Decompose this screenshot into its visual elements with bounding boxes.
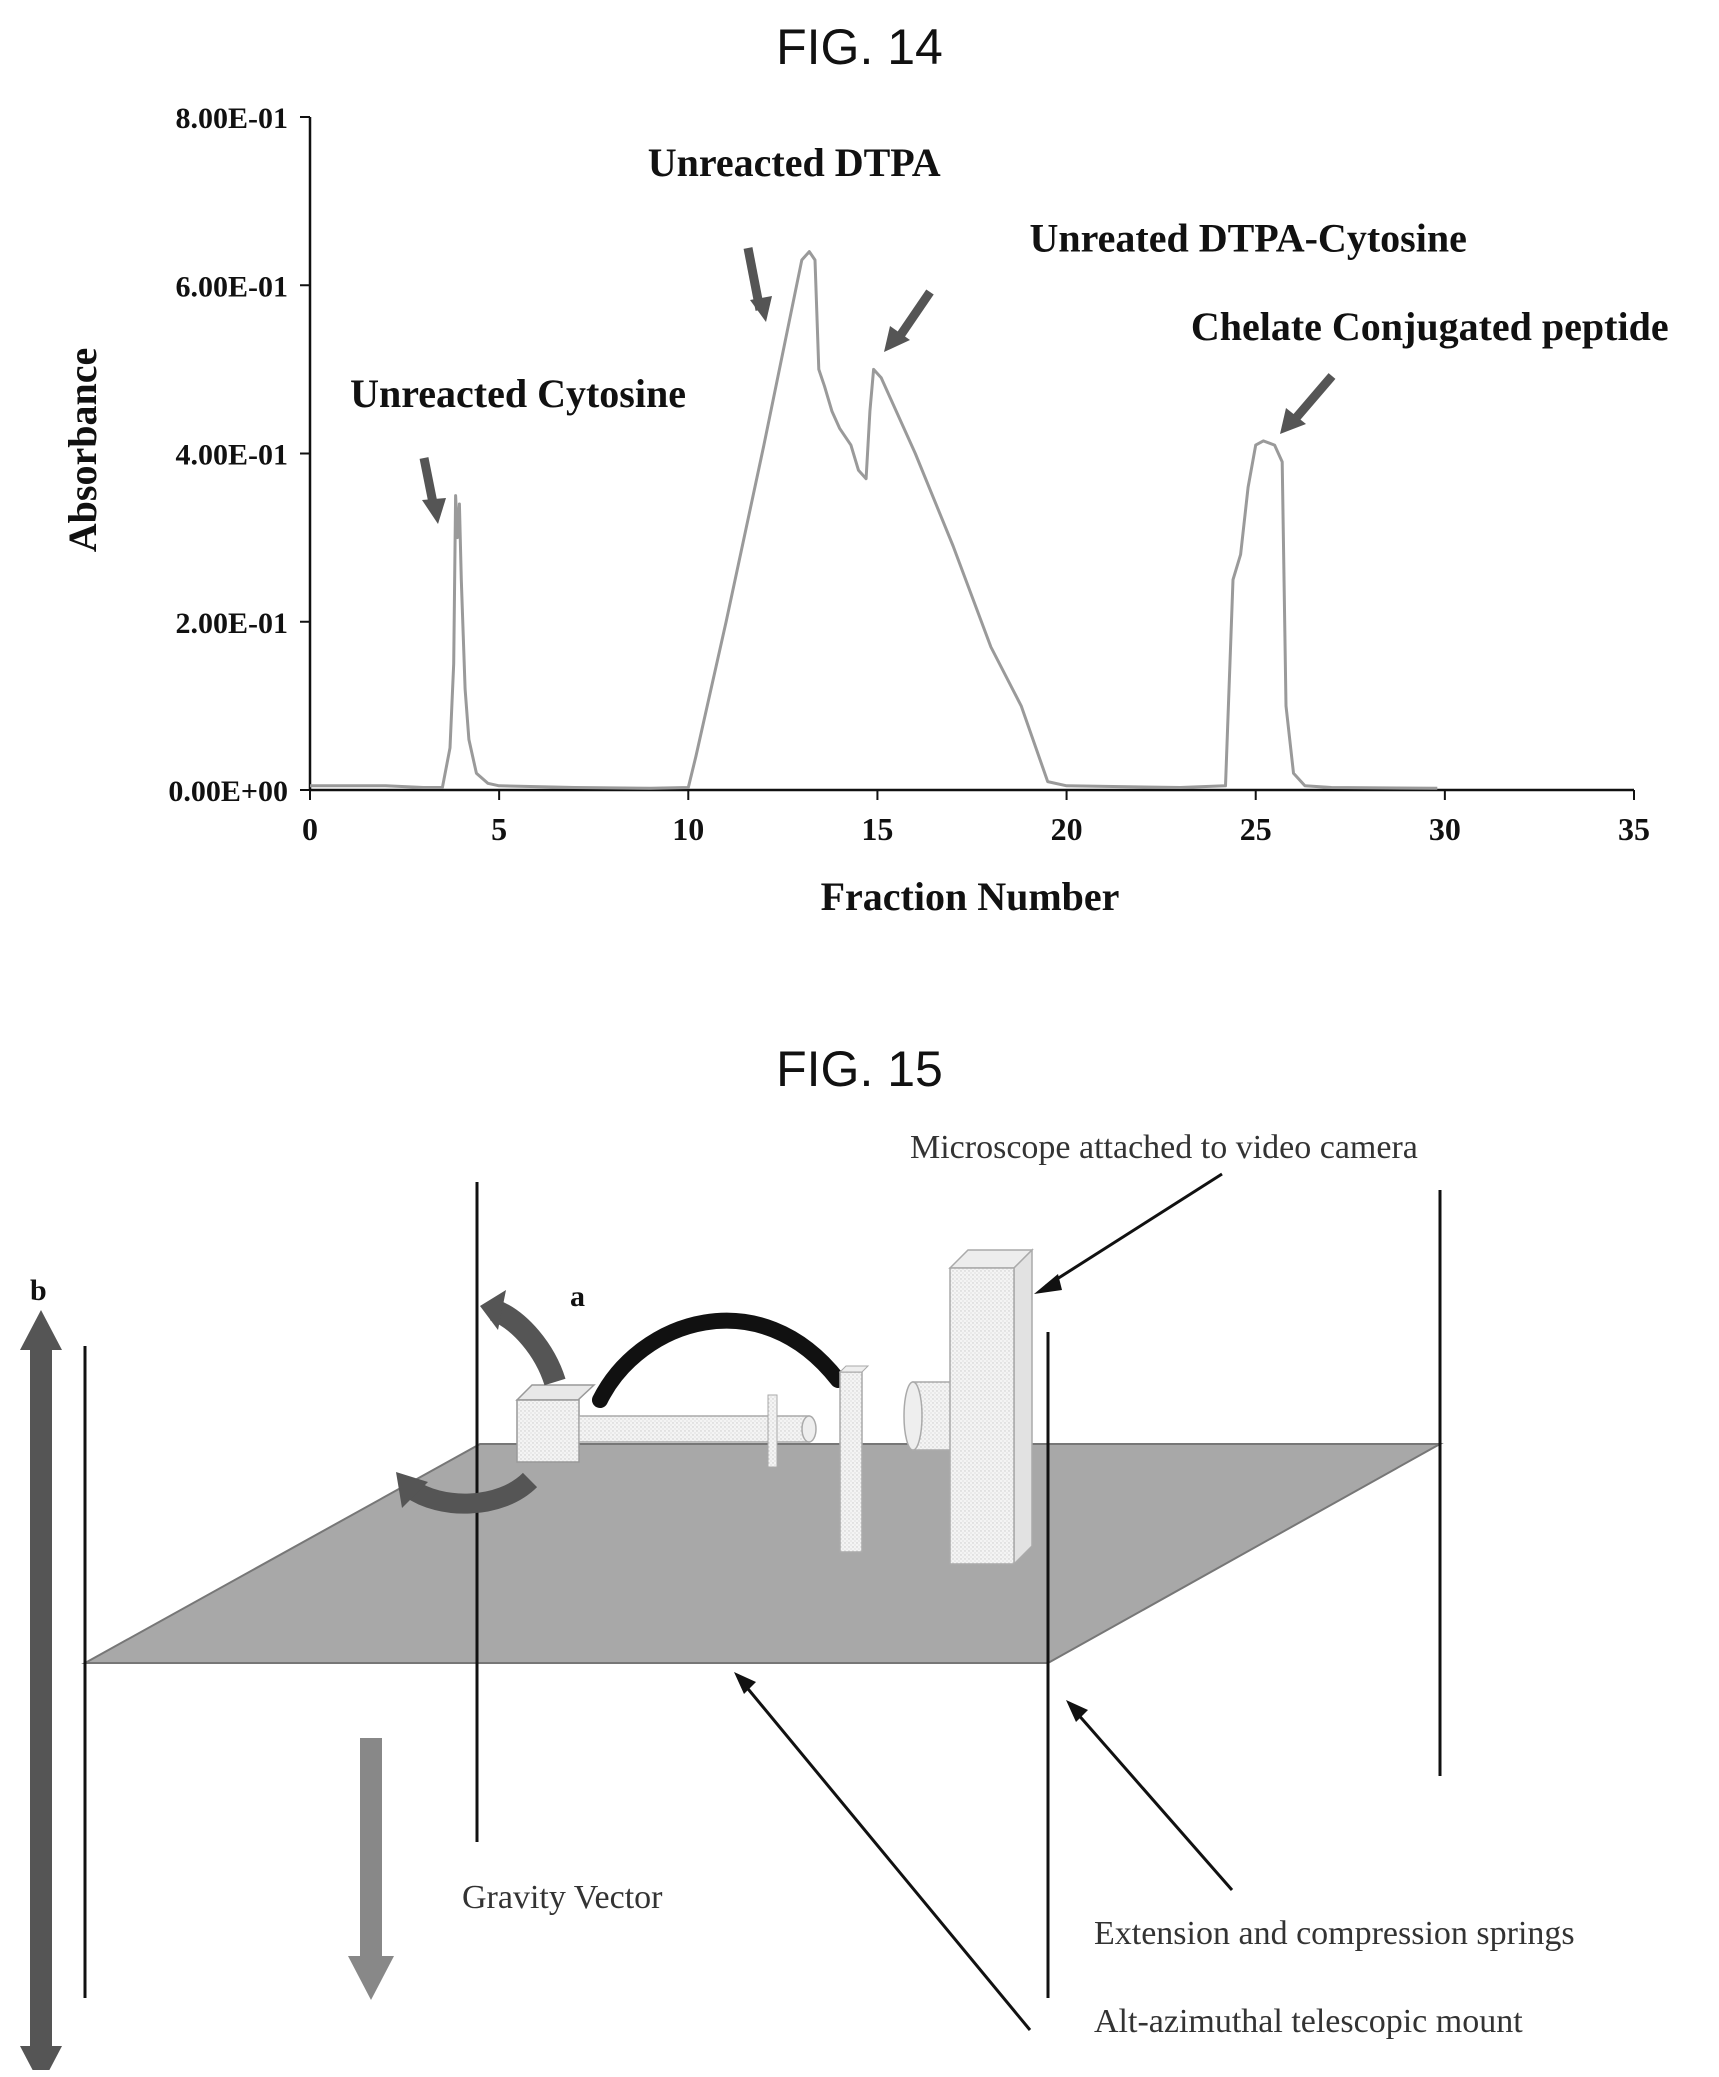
- label-b: b: [30, 1274, 47, 1307]
- pointer-springs: [1074, 1711, 1234, 1891]
- arrow-chelate-peptide-head: [1280, 408, 1306, 434]
- fig14-title: FIG. 14: [776, 19, 943, 75]
- rotation-arrow-top: [489, 1299, 566, 1386]
- y-tick-label: 4.00E-01: [176, 439, 289, 472]
- platform-surface: [81, 1443, 1444, 1664]
- x-tick-label: 20: [1051, 811, 1083, 847]
- x-tick-label: 5: [491, 811, 507, 847]
- tube-ring: [767, 1394, 778, 1468]
- camera-block: [949, 1267, 1015, 1565]
- gravity-arrow-shaft: [360, 1738, 382, 1958]
- small-box-top: [515, 1384, 596, 1401]
- pointer-mount: [742, 1683, 1032, 2031]
- y-tick-label: 2.00E-01: [176, 607, 289, 640]
- small-box: [516, 1399, 580, 1463]
- label-springs: Extension and compression springs: [1094, 1915, 1575, 1952]
- x-tick-label: 15: [861, 811, 893, 847]
- b-arrow-shaft: [30, 1342, 52, 2054]
- pointer-mount-head: [734, 1672, 756, 1694]
- annotation-arrows: [419, 247, 1336, 524]
- rotation-arrow-bottom-head: [396, 1472, 428, 1508]
- arrow-unreacted-cytosine-head: [422, 498, 446, 524]
- b-arrow-head-up: [20, 1310, 62, 1350]
- arrow-unreacted-dtpa-head: [750, 296, 772, 322]
- x-tick-label: 30: [1429, 811, 1461, 847]
- chart-ticks: 0 5 10 15 20 25 30 35 0.00E+00 2.00E-01 4.00E-01 6.…: [168, 102, 1650, 847]
- arrow-dtpa-cytosine-head: [884, 326, 910, 352]
- thin-plate-top: [838, 1365, 870, 1373]
- y-tick-label: 0.00E+00: [168, 775, 288, 808]
- b-arrow-head-down: [20, 2046, 62, 2070]
- gravity-arrow-head: [348, 1956, 394, 2000]
- x-tick-label: 35: [1618, 811, 1650, 847]
- y-tick-label: 8.00E-01: [176, 102, 289, 135]
- chart-annotations: Unreacted DTPA Unreated DTPA-Cytosine Chel…: [350, 140, 1669, 416]
- tube-end: [801, 1415, 817, 1443]
- x-axis-label: Fraction Number: [821, 874, 1120, 919]
- microgravity-apparatus-diagram: b a Microscope attached to video camera …: [20, 1129, 1575, 2070]
- pointer-springs-head: [1066, 1700, 1088, 1722]
- label-a: a: [570, 1280, 585, 1313]
- pointer-microscope: [1045, 1172, 1223, 1288]
- camera-block-side: [1013, 1248, 1033, 1566]
- pointer-microscope-head: [1034, 1274, 1062, 1294]
- x-tick-label: 10: [672, 811, 704, 847]
- fig15-title: FIG. 15: [776, 1041, 943, 1097]
- rotation-arrow-top-head: [480, 1290, 506, 1330]
- rotation-arrow-bottom: [404, 1472, 538, 1514]
- annotation-label: Chelate Conjugated peptide: [1191, 304, 1669, 349]
- cable: [592, 1312, 846, 1408]
- x-tick-label: 25: [1240, 811, 1272, 847]
- lens-cylinder-face: [903, 1381, 923, 1451]
- absorbance-chart: 0 5 10 15 20 25 30 35 0.00E+00 2.00E-01 4.00E-01 6.…: [60, 102, 1669, 919]
- label-gravity-vector: Gravity Vector: [462, 1879, 663, 1916]
- annotation-label: Unreacted DTPA: [648, 140, 941, 185]
- arrow-dtpa-cytosine: [896, 289, 934, 339]
- annotation-label: Unreated DTPA-Cytosine: [1029, 216, 1466, 261]
- label-microscope: Microscope attached to video camera: [910, 1129, 1418, 1166]
- y-axis-label: Absorbance: [60, 348, 105, 552]
- y-tick-label: 6.00E-01: [176, 270, 289, 303]
- thin-plate: [839, 1371, 863, 1553]
- label-mount: Alt-azimuthal telescopic mount: [1094, 2003, 1523, 2040]
- arrow-chelate-peptide: [1292, 373, 1336, 421]
- absorbance-series-line: [310, 250, 1438, 790]
- x-tick-label: 0: [302, 811, 318, 847]
- annotation-label: Unreacted Cytosine: [350, 371, 686, 416]
